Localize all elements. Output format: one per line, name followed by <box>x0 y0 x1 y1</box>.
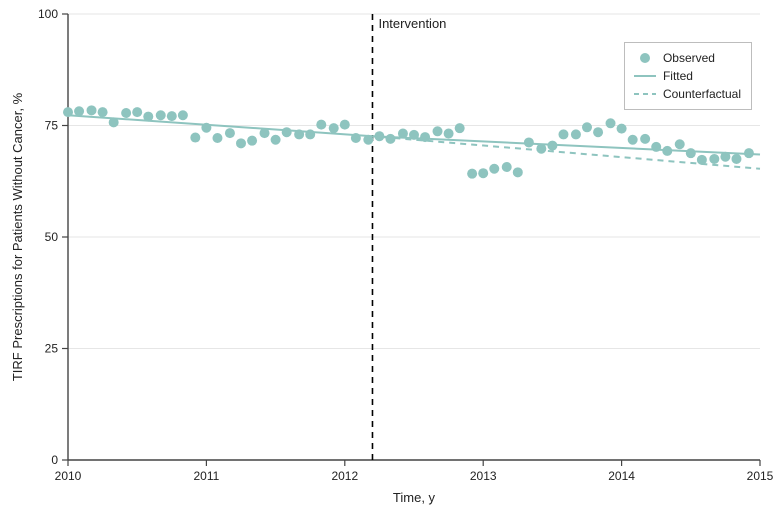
observed-point <box>731 154 741 164</box>
legend: Observed Fitted Counterfactual <box>624 42 752 110</box>
observed-point <box>433 126 443 136</box>
counterfactual-line-icon <box>633 87 657 101</box>
x-tick-label: 2015 <box>747 469 774 483</box>
observed-point <box>156 110 166 120</box>
legend-item-observed: Observed <box>633 49 741 67</box>
y-axis-label: TIRF Prescriptions for Patients Without … <box>10 92 25 381</box>
observed-point <box>63 107 73 117</box>
observed-point <box>143 112 153 122</box>
observed-point <box>420 132 430 142</box>
observed-marker-icon <box>633 51 657 65</box>
x-tick-label: 2014 <box>608 469 635 483</box>
observed-point <box>247 136 257 146</box>
fitted-line-icon <box>633 69 657 83</box>
observed-point <box>571 129 581 139</box>
observed-point <box>212 133 222 143</box>
observed-point <box>351 133 361 143</box>
observed-point <box>744 148 754 158</box>
legend-label-observed: Observed <box>663 51 715 65</box>
observed-point <box>132 107 142 117</box>
observed-point <box>628 135 638 145</box>
observed-point <box>316 120 326 130</box>
observed-point <box>489 164 499 174</box>
observed-point <box>606 118 616 128</box>
observed-point <box>98 107 108 117</box>
observed-point <box>582 122 592 132</box>
fitted-line <box>372 136 760 154</box>
observed-point <box>640 134 650 144</box>
y-tick-label: 75 <box>45 119 59 133</box>
observed-point <box>686 148 696 158</box>
observed-point <box>455 123 465 133</box>
y-tick-label: 100 <box>38 7 58 21</box>
observed-point <box>547 141 557 151</box>
observed-point <box>409 130 419 140</box>
observed-point <box>340 120 350 130</box>
observed-point <box>236 138 246 148</box>
observed-point <box>305 129 315 139</box>
observed-point <box>225 128 235 138</box>
observed-point <box>513 167 523 177</box>
observed-point <box>662 146 672 156</box>
x-tick-label: 2013 <box>470 469 497 483</box>
observed-point <box>121 108 131 118</box>
x-tick-label: 2010 <box>55 469 82 483</box>
x-tick-label: 2011 <box>193 469 219 483</box>
observed-point <box>271 135 281 145</box>
observed-point <box>178 110 188 120</box>
observed-point <box>260 128 270 138</box>
observed-point <box>109 117 119 127</box>
legend-label-fitted: Fitted <box>663 69 693 83</box>
observed-point <box>374 131 384 141</box>
y-tick-label: 50 <box>45 230 59 244</box>
x-tick-label: 2012 <box>331 469 358 483</box>
legend-label-counterfactual: Counterfactual <box>663 87 741 101</box>
observed-point <box>467 169 477 179</box>
y-tick-label: 25 <box>45 342 59 356</box>
observed-point <box>720 152 730 162</box>
observed-point <box>363 135 373 145</box>
intervention-label: Intervention <box>378 16 446 31</box>
observed-point <box>478 168 488 178</box>
observed-point <box>651 142 661 152</box>
legend-item-fitted: Fitted <box>633 67 741 85</box>
observed-point <box>444 129 454 139</box>
legend-item-counterfactual: Counterfactual <box>633 85 741 103</box>
observed-point <box>502 162 512 172</box>
observed-point <box>675 139 685 149</box>
observed-point <box>524 137 534 147</box>
observed-point <box>201 123 211 133</box>
observed-point <box>329 123 339 133</box>
observed-point <box>282 127 292 137</box>
observed-point <box>190 133 200 143</box>
observed-point <box>87 105 97 115</box>
observed-point <box>398 129 408 139</box>
observed-point <box>536 144 546 154</box>
observed-point <box>294 129 304 139</box>
observed-point <box>697 155 707 165</box>
observed-point <box>74 106 84 116</box>
y-tick-label: 0 <box>51 453 58 467</box>
observed-point <box>558 129 568 139</box>
observed-point <box>709 154 719 164</box>
x-axis-label: Time, y <box>393 490 436 505</box>
observed-point <box>593 127 603 137</box>
observed-point <box>617 124 627 134</box>
chart-container: 0 25 50 75 100 2010 2011 2012 2013 2014 2015 Time, … <box>0 0 780 512</box>
observed-point <box>167 111 177 121</box>
observed-point <box>385 134 395 144</box>
